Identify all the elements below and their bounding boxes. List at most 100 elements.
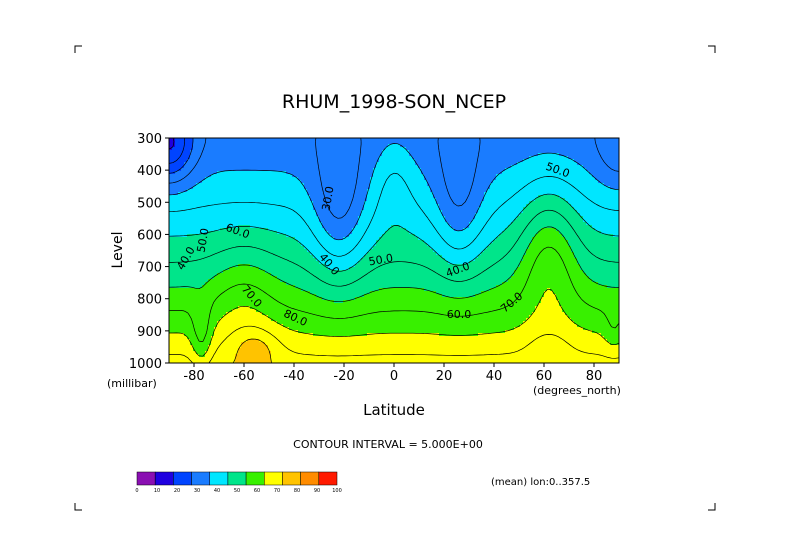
field-cell [283, 192, 287, 196]
field-cell [301, 357, 305, 361]
field-cell [298, 207, 302, 211]
field-cell [265, 321, 269, 325]
field-cell [328, 315, 332, 319]
field-cell [325, 294, 329, 298]
field-cell [352, 321, 356, 325]
field-cell [307, 192, 311, 196]
field-cell [181, 297, 185, 301]
field-cell [271, 177, 275, 181]
field-cell [262, 279, 266, 283]
field-cell [208, 210, 212, 214]
field-cell [226, 273, 230, 277]
field-cell [316, 324, 320, 328]
field-cell [349, 279, 353, 283]
field-cell [181, 168, 185, 172]
field-cell [184, 237, 188, 241]
field-cell [235, 228, 239, 232]
field-cell [346, 144, 350, 148]
field-cell [343, 258, 347, 262]
field-cell [262, 189, 266, 193]
field-cell [241, 180, 245, 184]
field-cell [277, 186, 281, 190]
field-cell [325, 258, 329, 262]
field-cell [307, 210, 311, 214]
field-cell [340, 174, 344, 178]
field-cell [337, 144, 341, 148]
field-cell [268, 219, 272, 223]
field-cell [295, 315, 299, 319]
field-cell [256, 321, 260, 325]
field-cell [292, 303, 296, 307]
field-cell [319, 276, 323, 280]
field-cell [292, 297, 296, 301]
field-cell [187, 192, 191, 196]
field-cell [235, 174, 239, 178]
field-cell [178, 327, 182, 331]
field-cell [208, 213, 212, 217]
field-cell [187, 324, 191, 328]
field-cell [325, 288, 329, 292]
field-cell [289, 189, 293, 193]
field-cell [280, 297, 284, 301]
field-cell [256, 264, 260, 268]
field-cell [292, 270, 296, 274]
field-cell [331, 315, 335, 319]
field-cell [313, 213, 317, 217]
field-cell [235, 252, 239, 256]
field-cell [301, 138, 305, 142]
field-cell [325, 270, 329, 274]
field-cell [205, 228, 209, 232]
field-cell [283, 297, 287, 301]
field-cell [277, 213, 281, 217]
field-cell [187, 276, 191, 280]
field-cell [280, 150, 284, 154]
field-cell [313, 192, 317, 196]
field-cell [268, 207, 272, 211]
field-cell [319, 174, 323, 178]
field-cell [271, 243, 275, 247]
field-cell [316, 240, 320, 244]
field-cell [328, 351, 332, 355]
field-cell [172, 252, 176, 256]
field-cell [316, 222, 320, 226]
field-cell [301, 147, 305, 151]
field-cell [310, 150, 314, 154]
field-cell [262, 171, 266, 175]
field-cell [184, 246, 188, 250]
field-cell [334, 219, 338, 223]
field-cell [346, 357, 350, 361]
field-cell [256, 156, 260, 160]
field-cell [247, 297, 251, 301]
field-cell [286, 180, 290, 184]
field-cell [187, 270, 191, 274]
field-cell [298, 303, 302, 307]
field-cell [220, 330, 224, 334]
field-cell [247, 291, 251, 295]
field-cell [319, 186, 323, 190]
field-cell [217, 309, 221, 313]
field-cell [307, 336, 311, 340]
field-cell [325, 330, 329, 334]
field-cell [202, 219, 206, 223]
field-cell [181, 282, 185, 286]
field-cell [214, 357, 218, 361]
field-cell [289, 351, 293, 355]
field-cell [268, 189, 272, 193]
field-cell [229, 207, 233, 211]
field-cell [271, 336, 275, 340]
field-cell [274, 303, 278, 307]
field-cell [244, 327, 248, 331]
field-cell [169, 165, 173, 169]
field-cell [277, 270, 281, 274]
field-cell [289, 153, 293, 157]
field-cell [190, 246, 194, 250]
field-cell [244, 336, 248, 340]
field-cell [208, 246, 212, 250]
field-cell [244, 315, 248, 319]
field-cell [325, 333, 329, 337]
field-cell [253, 141, 257, 145]
field-cell [193, 168, 197, 172]
field-cell [349, 168, 353, 172]
field-cell [172, 315, 176, 319]
field-cell [169, 351, 173, 355]
